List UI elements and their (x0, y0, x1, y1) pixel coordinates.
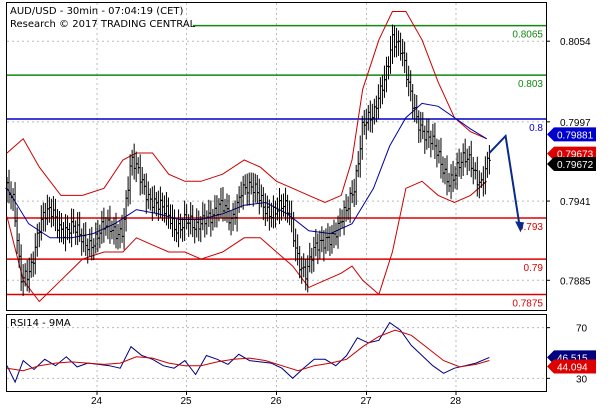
support-resistance-levels: 0.8065 0.803 0.8 0.793 0.79 0.7875 (7, 24, 546, 309)
chart-copyright: Research © 2017 TRADING CENTRAL (10, 19, 196, 30)
price-axis: 0.8054 0.7997 0.7941 0.7885 (546, 37, 591, 287)
bollinger-bands (6, 11, 488, 303)
x-tick-label-0: 24 (91, 396, 103, 407)
rsi-series-1 (6, 329, 490, 372)
bollinger-lower-line (6, 180, 488, 303)
price-tick-label-2: 0.7941 (560, 197, 591, 208)
rsi-box-label-0: 46.515 (557, 353, 588, 364)
bollinger-upper-line (6, 11, 487, 204)
level-label-5: 0.7875 (512, 298, 543, 309)
price-tick-label-0: 0.8054 (560, 37, 591, 48)
rsi-tick-label-1: 30 (576, 374, 588, 385)
price-box-label-2: 0.79672 (557, 160, 594, 171)
price-panel-frame (6, 2, 547, 311)
rsi-box-label-1: 44.094 (557, 362, 588, 373)
x-axis: 24 25 26 27 28 (91, 391, 462, 407)
x-tick-label-2: 26 (271, 396, 283, 407)
x-tick-label-4: 28 (450, 396, 462, 407)
rsi-title: RSI14 - 9MA (10, 318, 71, 329)
forecast-path (488, 133, 522, 230)
level-label-0: 0.8065 (512, 30, 543, 41)
forecast-arrowhead (515, 221, 525, 233)
candlesticks (5, 24, 491, 296)
level-label-1: 0.803 (518, 79, 543, 90)
level-label-4: 0.79 (524, 263, 544, 274)
price-box-0 (547, 127, 596, 142)
rsi-grid (7, 315, 546, 391)
rsi-tick-label-0: 70 (576, 324, 588, 335)
rsi-box-1 (547, 359, 596, 374)
forecast-arrow (488, 133, 525, 233)
rsi-lines (6, 321, 490, 384)
level-label-3: 0.793 (518, 222, 543, 233)
price-box-2 (547, 156, 596, 171)
rsi-series-0 (6, 321, 490, 384)
level-label-2: 0.8 (529, 123, 543, 134)
price-box-label-0: 0.79881 (557, 130, 594, 141)
x-tick-label-3: 27 (361, 396, 373, 407)
price-tick-label-1: 0.7997 (560, 118, 591, 129)
price-box-label-1: 0.79673 (557, 150, 594, 161)
price-tick-label-3: 0.7885 (560, 276, 591, 287)
x-tick-label-1: 25 (180, 396, 192, 407)
chart-title: AUD/USD - 30min - 07:04:19 (CET) (10, 6, 184, 17)
